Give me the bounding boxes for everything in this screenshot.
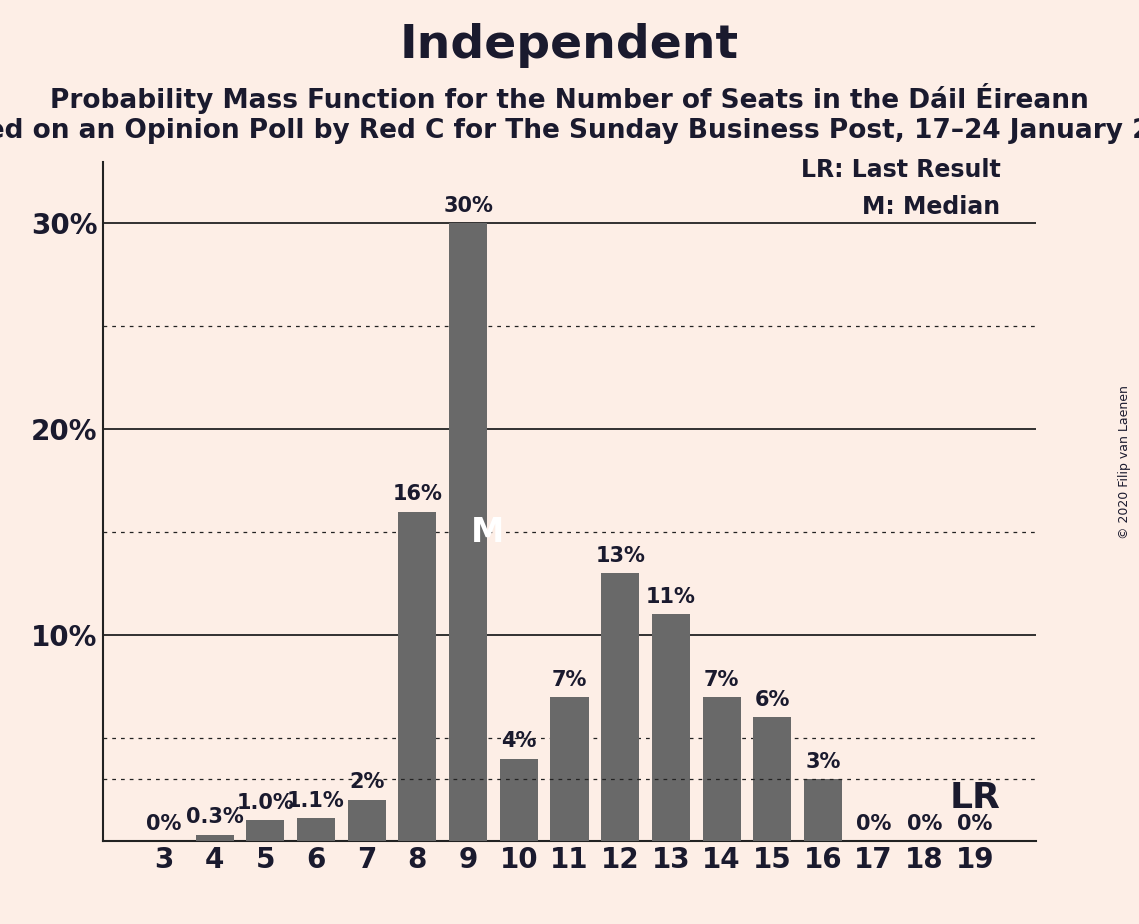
Bar — [399, 512, 436, 841]
Bar — [246, 821, 285, 841]
Text: 4%: 4% — [501, 731, 536, 751]
Text: 1.1%: 1.1% — [287, 791, 345, 811]
Bar — [550, 697, 589, 841]
Text: 0%: 0% — [907, 814, 942, 833]
Text: 30%: 30% — [443, 196, 493, 216]
Text: 0.3%: 0.3% — [186, 808, 244, 828]
Text: © 2020 Filip van Laenen: © 2020 Filip van Laenen — [1117, 385, 1131, 539]
Text: 0%: 0% — [958, 814, 993, 833]
Bar — [703, 697, 740, 841]
Text: 7%: 7% — [551, 670, 588, 689]
Text: LR: LR — [950, 781, 1000, 815]
Bar — [297, 819, 335, 841]
Text: 11%: 11% — [646, 588, 696, 607]
Text: 7%: 7% — [704, 670, 739, 689]
Bar — [449, 224, 487, 841]
Text: M: M — [470, 516, 503, 549]
Text: 0%: 0% — [146, 814, 181, 833]
Bar — [601, 573, 639, 841]
Text: 13%: 13% — [596, 546, 645, 566]
Bar — [652, 614, 690, 841]
Text: 16%: 16% — [393, 484, 442, 505]
Bar — [500, 759, 538, 841]
Bar — [804, 779, 842, 841]
Text: 0%: 0% — [855, 814, 892, 833]
Text: LR: Last Result: LR: Last Result — [801, 158, 1000, 182]
Text: M: Median: M: Median — [862, 195, 1000, 219]
Text: 3%: 3% — [805, 752, 841, 772]
Bar — [196, 834, 233, 841]
Bar — [753, 717, 792, 841]
Text: 1.0%: 1.0% — [237, 793, 294, 813]
Text: 6%: 6% — [754, 690, 790, 711]
Text: Probability Mass Function for the Number of Seats in the Dáil Éireann: Probability Mass Function for the Number… — [50, 83, 1089, 115]
Bar — [347, 799, 386, 841]
Text: Based on an Opinion Poll by Red C for The Sunday Business Post, 17–24 January 20: Based on an Opinion Poll by Red C for Th… — [0, 118, 1139, 144]
Text: 2%: 2% — [349, 772, 385, 793]
Text: Independent: Independent — [400, 23, 739, 68]
